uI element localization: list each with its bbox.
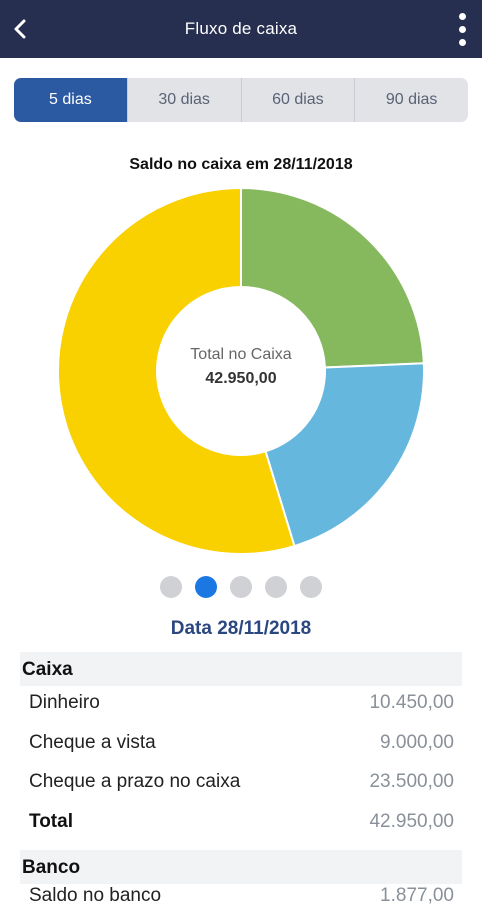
total-label: Total: [29, 811, 73, 832]
page-dot-1[interactable]: [160, 576, 182, 598]
donut-center-value: 42.950,00: [205, 370, 277, 387]
list-item: Cheque a vista 9.000,00: [20, 723, 462, 763]
donut-slice-cheque-a-prazo-no-caixa[interactable]: [57, 188, 296, 554]
row-value: 10.450,00: [369, 692, 454, 713]
list-item: Cheque a prazo no caixa 23.500,00: [20, 762, 462, 802]
tab-5-dias[interactable]: 5 dias: [14, 78, 127, 122]
more-vertical-icon[interactable]: [456, 13, 468, 47]
page-indicator: [160, 576, 322, 598]
row-label: Dinheiro: [29, 692, 100, 713]
donut-slice-cheque-a-vista[interactable]: [264, 362, 425, 548]
donut-chart: [57, 188, 425, 554]
donut-center-label: Total no Caixa: [190, 346, 292, 363]
page-dot-5[interactable]: [300, 576, 322, 598]
row-value: 23.500,00: [369, 771, 454, 792]
page-dot-3[interactable]: [230, 576, 252, 598]
row-label: Cheque a prazo no caixa: [29, 771, 241, 792]
app-bar: Fluxo de caixa: [0, 0, 482, 58]
section-title: Caixa: [22, 659, 73, 680]
page-dot-4[interactable]: [265, 576, 287, 598]
chart-title: Saldo no caixa em 28/11/2018: [129, 156, 353, 173]
page-title: Fluxo de caixa: [184, 19, 298, 38]
list-item: Dinheiro 10.450,00: [20, 683, 462, 723]
total-row: Total 42.950,00: [20, 802, 462, 842]
tab-90-dias[interactable]: 90 dias: [354, 78, 468, 122]
date-heading: Data 28/11/2018: [170, 618, 312, 639]
row-value: 9.000,00: [380, 732, 454, 753]
chevron-left-icon[interactable]: [6, 14, 36, 44]
list-item: Saldo no banco 1.877,00: [20, 876, 462, 916]
row-label: Cheque a vista: [29, 732, 156, 753]
tab-30-dias[interactable]: 30 dias: [126, 78, 241, 122]
section-banco: Banco: [20, 850, 462, 884]
row-value: 1.877,00: [380, 885, 454, 906]
section-title: Banco: [22, 857, 81, 878]
page-dot-2[interactable]: [195, 576, 217, 598]
donut-slice-dinheiro[interactable]: [240, 188, 425, 369]
section-caixa: Caixa: [20, 652, 462, 686]
row-label: Saldo no banco: [29, 885, 162, 906]
tab-60-dias[interactable]: 60 dias: [240, 78, 355, 122]
total-value: 42.950,00: [369, 811, 454, 832]
period-tabs: 5 dias 30 dias 60 dias 90 dias: [14, 78, 468, 122]
